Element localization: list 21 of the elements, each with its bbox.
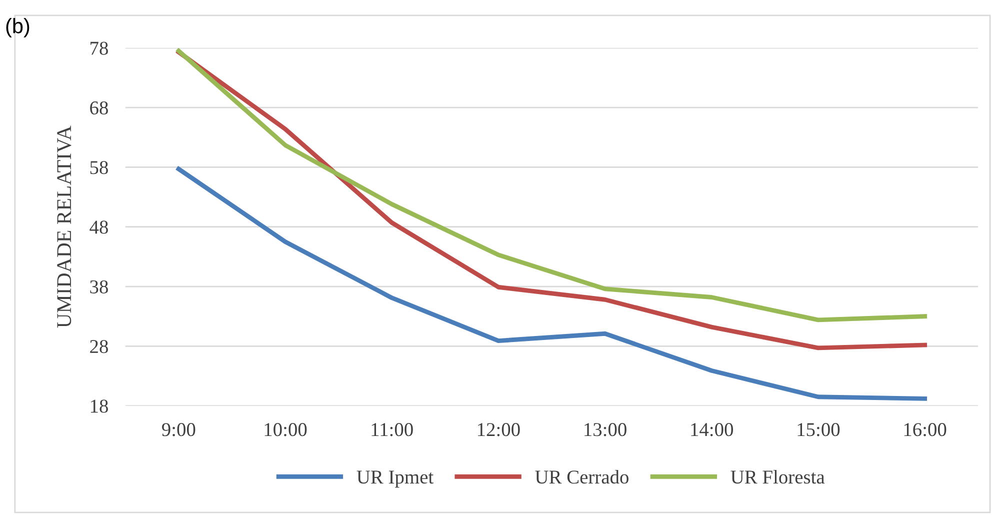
x-tick-label: 16:00 xyxy=(904,423,946,436)
x-tick-label: 9:00 xyxy=(162,423,196,436)
y-axis-title: UMIDADE RELATIVA xyxy=(57,126,72,328)
x-tick-label: 10:00 xyxy=(264,423,307,436)
y-tick-label: 48 xyxy=(90,220,108,234)
text: (b) xyxy=(6,18,30,38)
x-tick-label: 11:00 xyxy=(372,423,413,436)
x-tick-label: 13:00 xyxy=(584,423,626,436)
y-tick-label: 78 xyxy=(90,42,108,55)
x-tick-label: 14:00 xyxy=(691,423,734,436)
legend-label: UR Floresta xyxy=(730,470,825,484)
x-tick-label: 12:00 xyxy=(478,423,520,436)
x-tick-label: 15:00 xyxy=(798,423,840,436)
y-tick-label: 18 xyxy=(90,400,108,413)
legend-label: UR Cerrado xyxy=(535,470,628,484)
line-series xyxy=(176,166,928,401)
y-tick-label: 68 xyxy=(90,101,108,114)
y-tick-label: 38 xyxy=(90,280,108,294)
y-tick-label: 58 xyxy=(90,161,108,174)
y-tick-label: 28 xyxy=(90,340,108,354)
legend-label: UR Ipmet xyxy=(356,470,434,488)
